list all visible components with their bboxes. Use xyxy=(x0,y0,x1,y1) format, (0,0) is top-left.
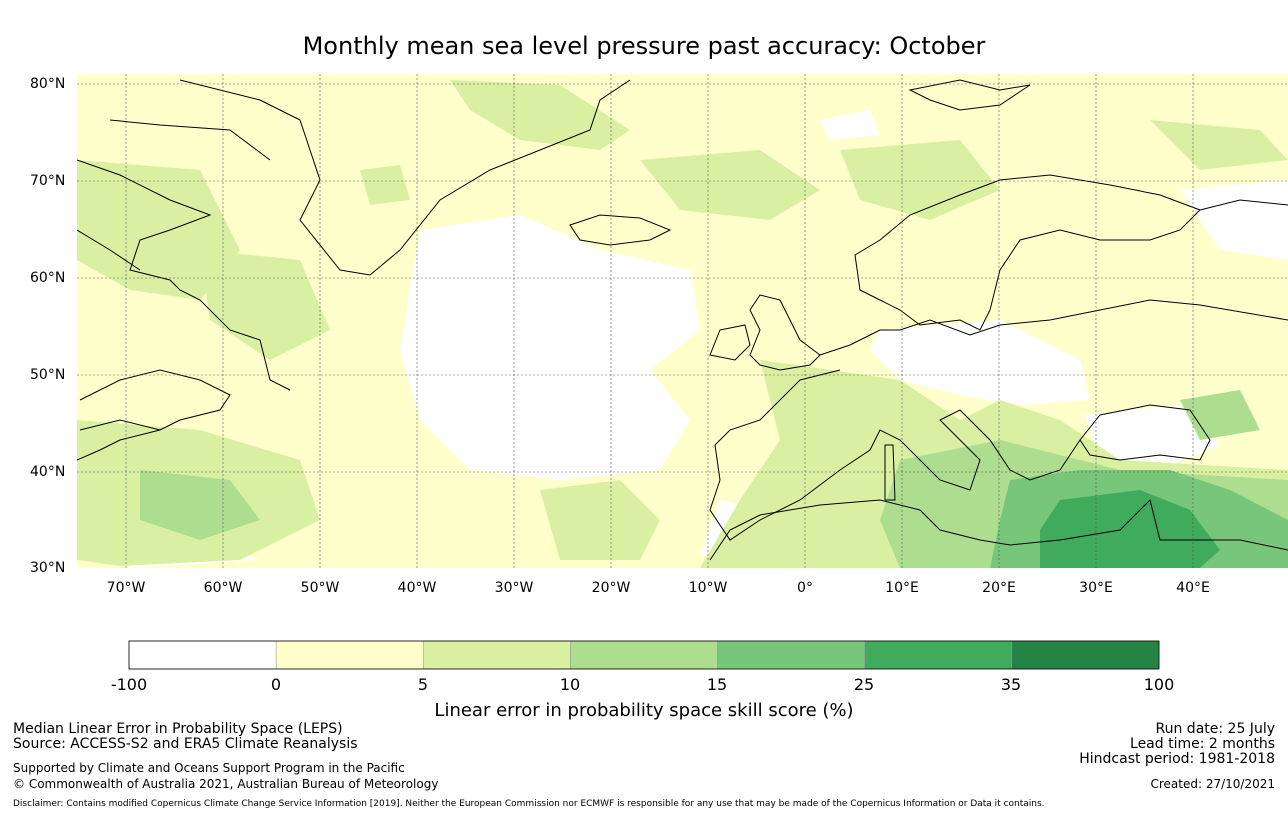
colorbar-segment xyxy=(864,640,1013,670)
colorbar-segment xyxy=(275,640,424,670)
lon-tick-label: 20°E xyxy=(982,580,1016,596)
colorbar-tick-label: 25 xyxy=(853,675,875,694)
colorbar-tick-label: 100 xyxy=(1143,675,1175,694)
colorbar-tick-label: 35 xyxy=(1000,675,1022,694)
lon-tick-label: 40°W xyxy=(397,580,437,596)
lat-tick-label: 80°N xyxy=(30,76,66,92)
lat-tick-label: 60°N xyxy=(30,270,66,286)
lon-tick-label: 20°W xyxy=(591,580,631,596)
colorbar-tick-label: -100 xyxy=(110,675,148,694)
footer-lead-time: Lead time: 2 months xyxy=(1130,736,1275,752)
colorbar-tick-label: 0 xyxy=(270,675,282,694)
lat-tick-label: 30°N xyxy=(30,560,66,576)
colorbar-tick-label: 10 xyxy=(559,675,581,694)
map-title: Monthly mean sea level pressure past acc… xyxy=(302,32,986,60)
graticule xyxy=(77,74,1288,568)
lon-tick-label: 10°E xyxy=(885,580,919,596)
footer-created: Created: 27/10/2021 xyxy=(1150,777,1275,791)
colorbar-border xyxy=(128,640,1160,670)
lat-tick-label: 40°N xyxy=(30,464,66,480)
lon-tick-label: 60°W xyxy=(203,580,243,596)
colorbar-label: Linear error in probability space skill … xyxy=(434,700,854,721)
lat-tick-label: 50°N xyxy=(30,367,66,383)
footer-hindcast-period: Hindcast period: 1981-2018 xyxy=(1079,751,1275,767)
colorbar-segment xyxy=(570,640,718,670)
lon-tick-label: 70°W xyxy=(106,580,146,596)
lon-tick-label: 0° xyxy=(797,580,813,596)
lon-tick-label: 30°W xyxy=(494,580,534,596)
colorbar-segment xyxy=(128,640,277,670)
footer-copyright: © Commonwealth of Australia 2021, Austra… xyxy=(13,777,439,791)
footer-source: Source: ACCESS-S2 and ERA5 Climate Reana… xyxy=(13,736,358,752)
colorbar-segment xyxy=(423,640,571,670)
footer-run-date: Run date: 25 July xyxy=(1155,721,1275,737)
lon-tick-label: 10°W xyxy=(688,580,728,596)
skill-region-25-35 xyxy=(1040,490,1220,568)
lon-tick-label: 50°W xyxy=(300,580,340,596)
lon-tick-label: 40°E xyxy=(1176,580,1210,596)
coastlines xyxy=(77,79,1288,561)
lat-tick-label: 70°N xyxy=(30,173,66,189)
colorbar-tick-label: 15 xyxy=(706,675,728,694)
lon-tick-label: 30°E xyxy=(1079,580,1113,596)
disclaimer: Disclaimer: Contains modified Copernicus… xyxy=(13,799,1045,809)
colorbar xyxy=(128,640,1160,670)
colorbar-segment xyxy=(717,640,865,670)
colorbar-segment xyxy=(1011,640,1160,670)
footer-method: Median Linear Error in Probability Space… xyxy=(13,721,343,737)
footer-support: Supported by Climate and Oceans Support … xyxy=(13,761,405,775)
colorbar-tick-label: 5 xyxy=(417,675,429,694)
